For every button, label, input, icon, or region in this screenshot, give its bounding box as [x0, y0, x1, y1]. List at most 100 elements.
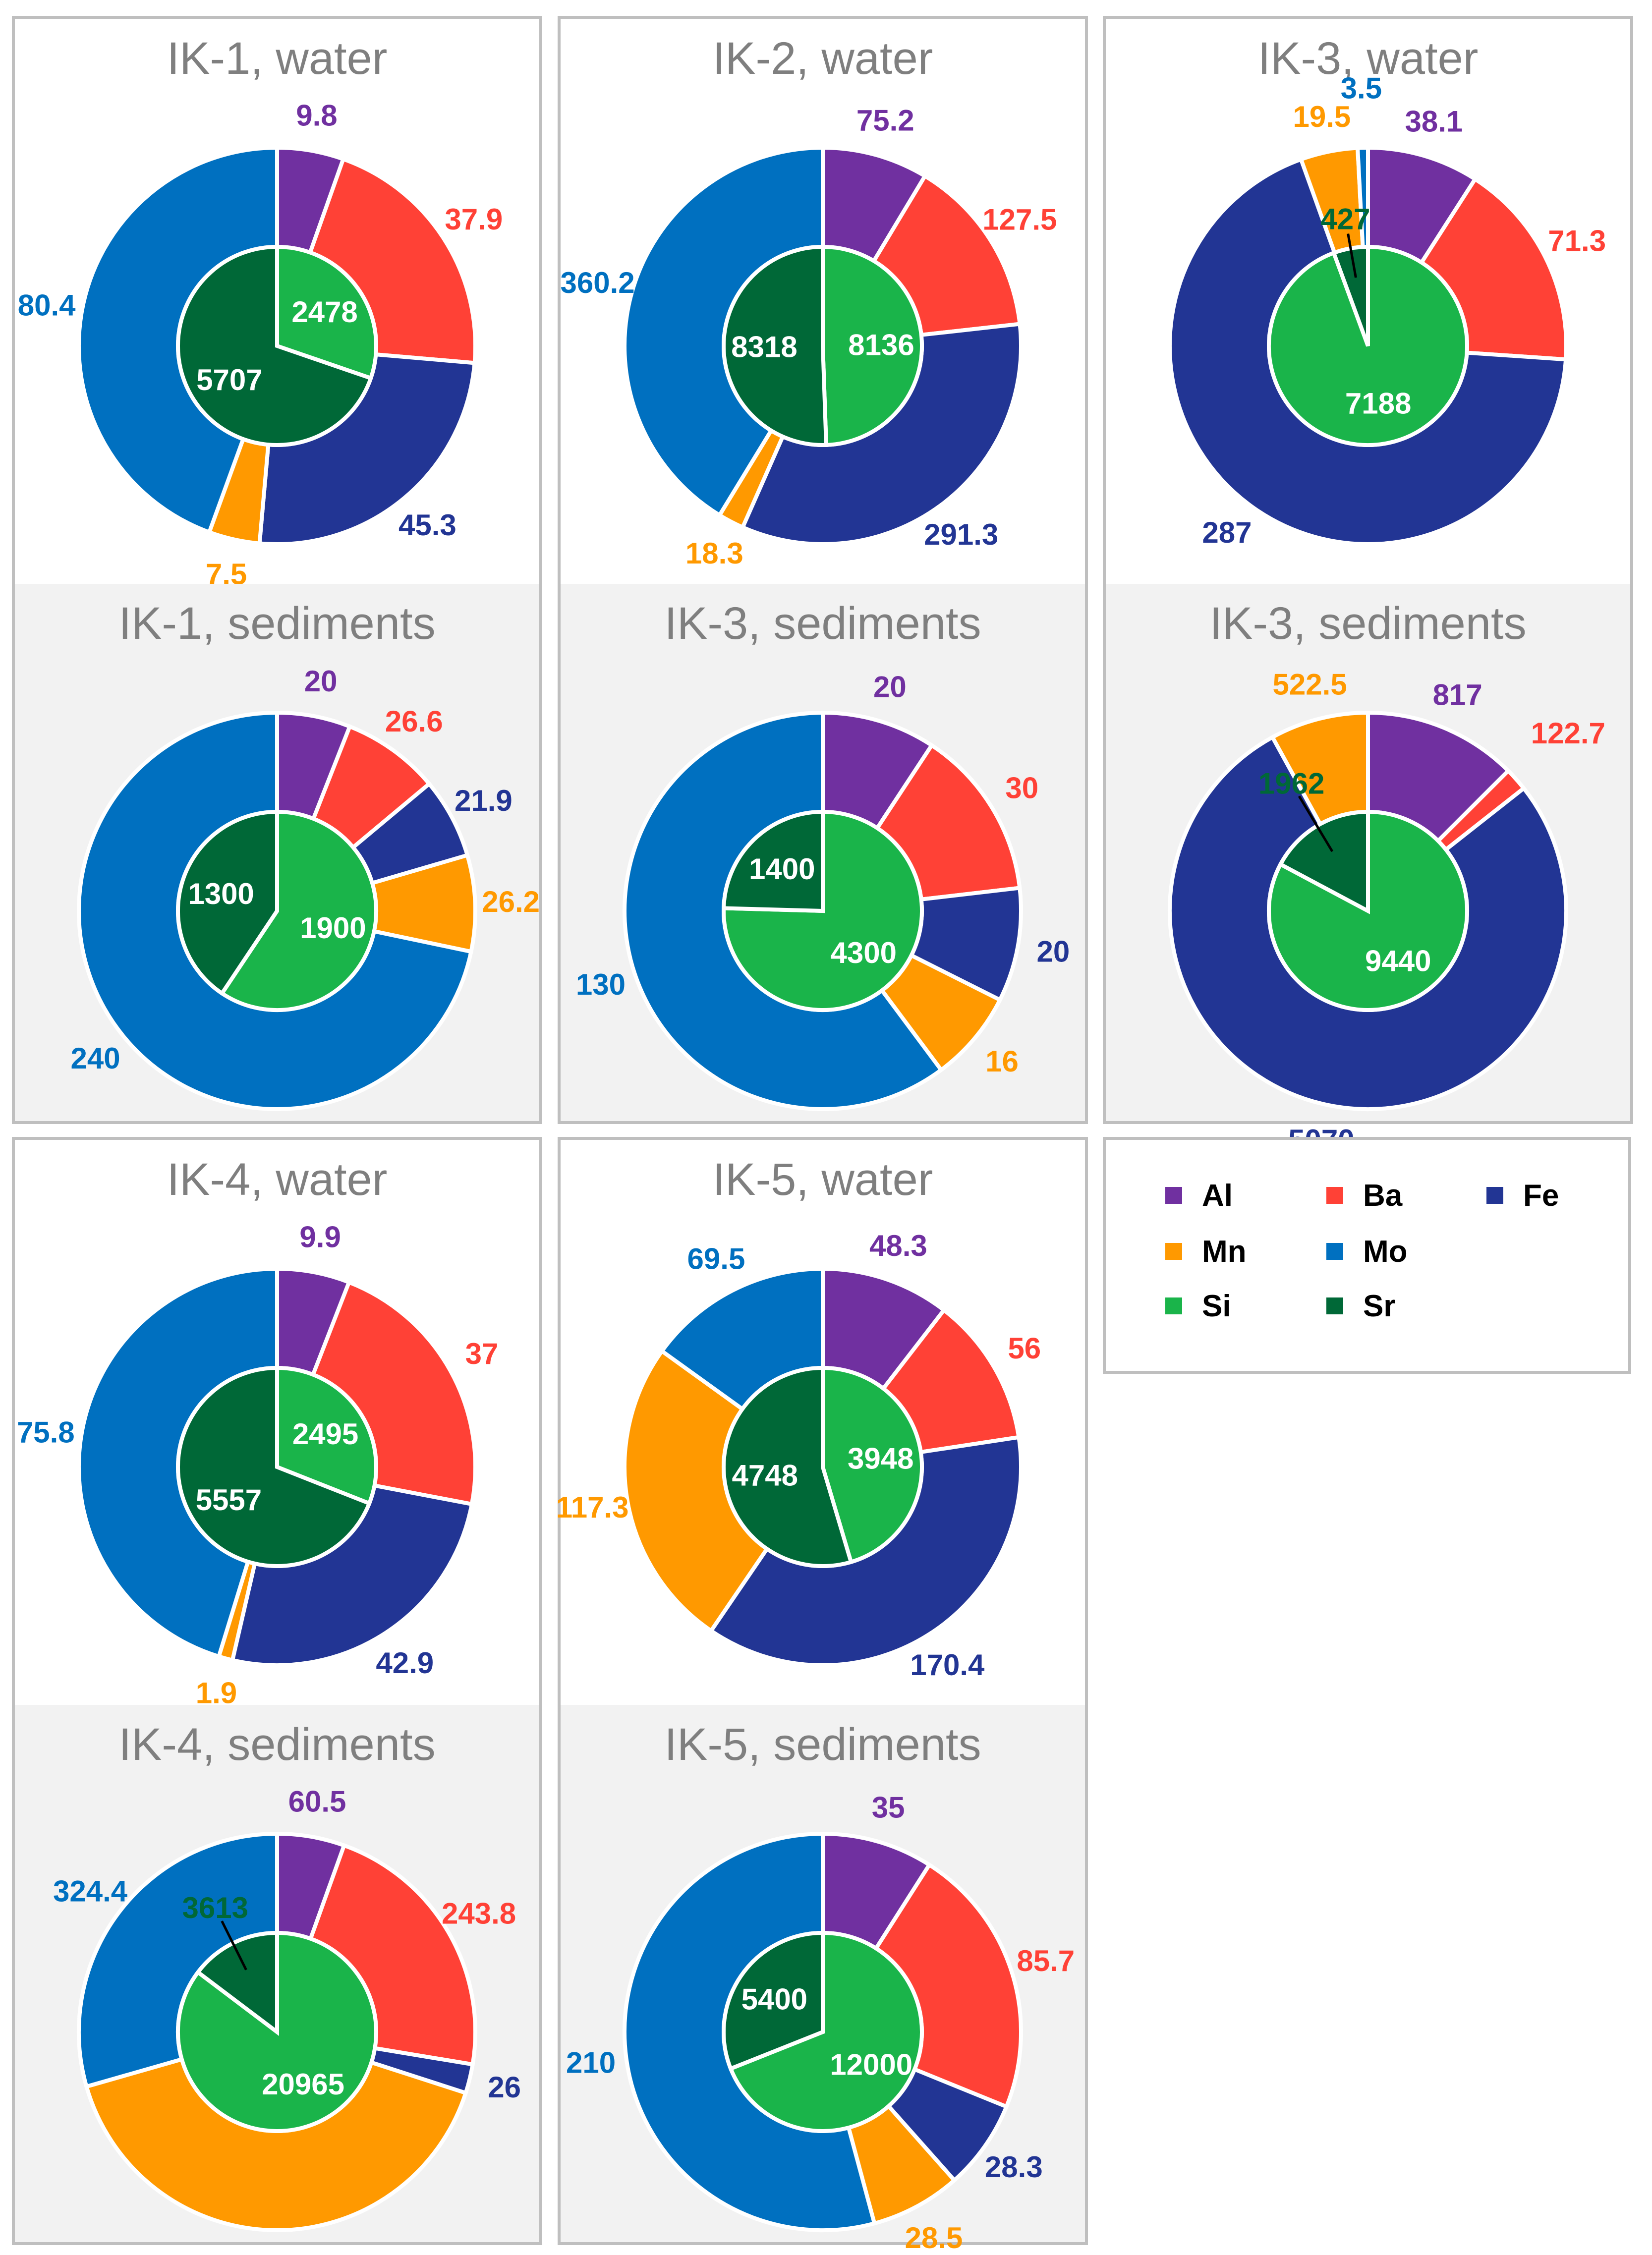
inner-label-si: 3948	[848, 1442, 913, 1475]
inner-slice-si	[821, 244, 924, 448]
outer-label-mn: 522.5	[1273, 668, 1347, 701]
outer-label-ba: 122.7	[1531, 717, 1605, 750]
outer-label-al: 35	[872, 1791, 905, 1824]
inner-label-si: 12000	[830, 2048, 912, 2082]
donut-chart: 48.3 56 170.4 117.3 69.5 3948 4748	[556, 1229, 1041, 1682]
legend-item-si: Si	[1165, 1286, 1231, 1326]
leader-line	[1347, 233, 1357, 278]
outer-label-al: 20	[873, 670, 907, 703]
legend-label: Ba	[1363, 1178, 1403, 1213]
chart-title: IK-2, water	[712, 33, 933, 84]
outer-label-ba: 37	[465, 1337, 499, 1370]
donut-chart: 20 26.6 21.9 26.2 240 1900 1300	[70, 665, 540, 1111]
inner-label-si: 1900	[300, 911, 366, 945]
inner-slice-sr	[176, 809, 279, 996]
chart-title: IK-5, water	[712, 1154, 933, 1205]
outer-label-mn: 117.3	[556, 1491, 629, 1524]
donut-chart: 75.2 127.5 291.3 18.3 360.2 8136 8318	[561, 104, 1057, 570]
inner-slice-sr	[722, 1930, 825, 2072]
outer-label-al: 9.8	[296, 99, 337, 132]
outer-label-mo: 360.2	[561, 266, 635, 299]
chart-ik-3-sediments-b: IK-3, sediments 817122.75070522.59440196…	[1106, 584, 1630, 1157]
chart-title: IK-3, sediments	[664, 598, 981, 649]
outer-label-al: 38.1	[1405, 105, 1463, 138]
chart-ik-4-water: IK-4, water 9.9 37 42.9 1.9 75.8 2495 5557	[15, 1140, 539, 1710]
inner-label-sr: 1962	[1258, 767, 1324, 800]
inner-label-si: 4300	[831, 936, 897, 969]
outer-label-fe: 21.9	[455, 784, 513, 817]
inner-slice-sr	[722, 244, 829, 447]
outer-label-mn: 26.2	[482, 885, 540, 918]
chart-title: IK-4, sediments	[118, 1719, 436, 1770]
inner-slice-sr	[722, 1365, 854, 1568]
outer-label-mo: 80.4	[18, 289, 76, 322]
inner-label-si: 2478	[291, 295, 357, 329]
chart-title: IK-3, water	[1257, 33, 1479, 84]
inner-slice-sr	[721, 809, 825, 913]
chart-ik-3-sediments-a: IK-3, sediments 20 30 20 16 130 4300 1400	[561, 584, 1085, 1121]
inner-slice-si	[821, 1365, 924, 1565]
outer-label-ba: 85.7	[1017, 1944, 1075, 1977]
inner-slice-si	[176, 1930, 378, 2133]
inner-label-si: 2495	[292, 1417, 358, 1451]
outer-label-mo: 130	[576, 968, 626, 1001]
chart-title: IK-3, sediments	[1209, 598, 1527, 649]
outer-label-ba: 71.3	[1548, 224, 1606, 257]
donut-chart: 38.1 71.3 287 19.53.5 7188 427	[1168, 72, 1606, 549]
outer-label-fe: 170.4	[910, 1648, 985, 1682]
inner-label-si: 9440	[1365, 945, 1431, 978]
legend-item-ba: Ba	[1326, 1176, 1402, 1215]
inner-slice-sr	[176, 1365, 372, 1568]
outer-label-mn: 18.3	[685, 537, 743, 570]
outer-label-fe: 26	[488, 2071, 521, 2104]
legend-label: Sr	[1363, 1289, 1396, 1323]
outer-label-mo: 324.4	[53, 1874, 128, 1908]
outer-label-fe: 45.3	[399, 508, 456, 542]
inner-label-si: 20965	[262, 2068, 344, 2101]
chart-ik-1-water: IK-1, water 9.8 37.9 45.3 7.5 80.4 2478 5707	[15, 19, 539, 591]
inner-slice-sr	[176, 244, 374, 447]
legend-item-mo: Mo	[1326, 1232, 1408, 1271]
inner-label-si: 7188	[1345, 387, 1411, 420]
chart-title: IK-5, sediments	[664, 1719, 981, 1770]
inner-label-si: 8136	[848, 328, 914, 361]
outer-label-mo: 3.5	[1341, 72, 1382, 105]
outer-label-fe: 42.9	[376, 1646, 434, 1680]
outer-label-al: 9.9	[299, 1221, 341, 1254]
inner-slice-si	[728, 1930, 924, 2133]
chart-ik-4-sediments: IK-4, sediments 60.5 243.8 26 447.2 324.4 209…	[15, 1705, 539, 2255]
outer-label-al: 75.2	[856, 104, 914, 137]
outer-label-al: 48.3	[869, 1229, 927, 1262]
legend-swatch	[1165, 1243, 1182, 1260]
outer-label-mo: 69.5	[687, 1242, 745, 1275]
leader-line	[221, 1920, 247, 1971]
legend: Al Ba Fe Mn Mo Si Sr	[1103, 1137, 1631, 1374]
inner-label-sr: 5707	[196, 363, 262, 396]
outer-label-ba: 37.9	[445, 203, 503, 236]
legend-item-al: Al	[1165, 1176, 1233, 1215]
chart-ik-5-water: IK-5, water 48.3 56 170.4 117.3 69.5 3948 4748	[556, 1140, 1085, 1705]
inner-label-sr: 5400	[741, 1982, 807, 2016]
legend-item-sr: Sr	[1326, 1286, 1395, 1326]
legend-item-fe: Fe	[1486, 1176, 1559, 1215]
inner-label-sr: 1300	[188, 877, 254, 910]
outer-label-mo: 240	[70, 1042, 120, 1075]
legend-swatch	[1165, 1187, 1182, 1204]
legend-swatch	[1326, 1243, 1343, 1260]
donut-chart: 9.9 37 42.9 1.9 75.8 2495 5557	[17, 1221, 499, 1710]
inner-label-sr: 3613	[182, 1891, 248, 1924]
outer-label-mn: 28.5	[905, 2221, 963, 2255]
legend-swatch	[1326, 1187, 1343, 1204]
outer-label-al: 20	[304, 665, 338, 698]
inner-label-sr: 427	[1320, 203, 1370, 236]
chart-ik-3-water: IK-3, water 38.1 71.3 287 19.5 3.5 7188 427	[1106, 19, 1630, 584]
chart-title: IK-4, water	[167, 1154, 388, 1205]
inner-slice-si	[219, 809, 378, 1012]
outer-label-ba: 56	[1008, 1332, 1041, 1365]
outer-label-mn: 16	[985, 1045, 1019, 1078]
outer-label-fe: 291.3	[924, 518, 998, 551]
outer-label-mn: 19.5	[1293, 100, 1351, 133]
legend-label: Al	[1202, 1178, 1233, 1213]
